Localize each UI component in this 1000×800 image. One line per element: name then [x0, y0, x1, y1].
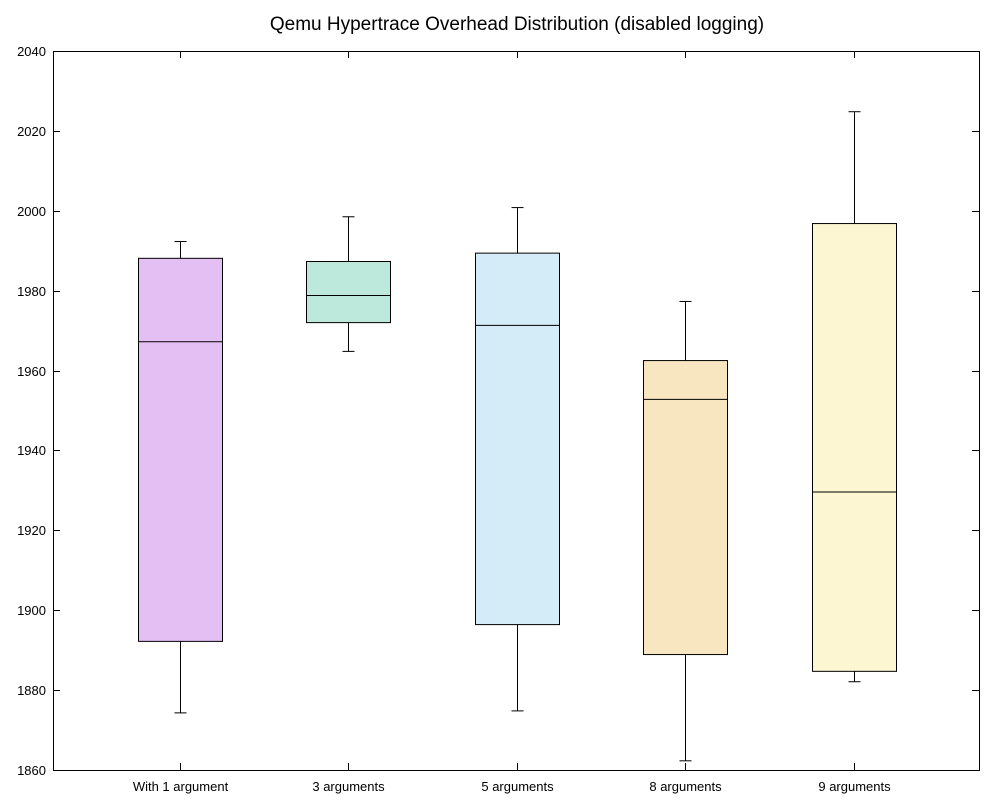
box-2	[306, 216, 391, 352]
iqr-box	[475, 252, 560, 626]
y-tick-label: 1940	[17, 443, 46, 458]
y-tick-label: 2040	[17, 44, 46, 59]
y-tick-label: 2000	[17, 204, 46, 219]
plot-frame	[53, 51, 980, 771]
box-3	[475, 207, 560, 712]
box-4	[643, 300, 728, 762]
y-axis: 1860 1880 1900 1920 1940 1960 1980 2000 2020 2040	[17, 44, 979, 778]
iqr-box	[812, 223, 897, 672]
y-tick-label: 1960	[17, 364, 46, 379]
box-5	[812, 111, 897, 683]
chart-title: Qemu Hypertrace Overhead Distribution (d…	[270, 14, 764, 35]
y-tick-label: 1920	[17, 523, 46, 538]
iqr-box	[643, 360, 728, 656]
x-tick-label: 9 arguments	[818, 779, 891, 794]
x-tick-label: 8 arguments	[649, 779, 722, 794]
y-tick-label: 1880	[17, 683, 46, 698]
iqr-box	[138, 257, 223, 642]
y-tick-label: 1980	[17, 284, 46, 299]
y-tick-label: 1900	[17, 603, 46, 618]
y-tick-label: 1860	[17, 763, 46, 778]
x-tick-label: 3 arguments	[312, 779, 385, 794]
x-axis: With 1 argument 3 arguments 5 arguments 8 a…	[133, 51, 891, 794]
x-tick-label: 5 arguments	[481, 779, 554, 794]
iqr-box	[306, 261, 391, 324]
x-tick-label: With 1 argument	[133, 779, 229, 794]
y-tick-label: 2020	[17, 124, 46, 139]
box-1	[138, 241, 223, 714]
box-series	[138, 111, 897, 762]
